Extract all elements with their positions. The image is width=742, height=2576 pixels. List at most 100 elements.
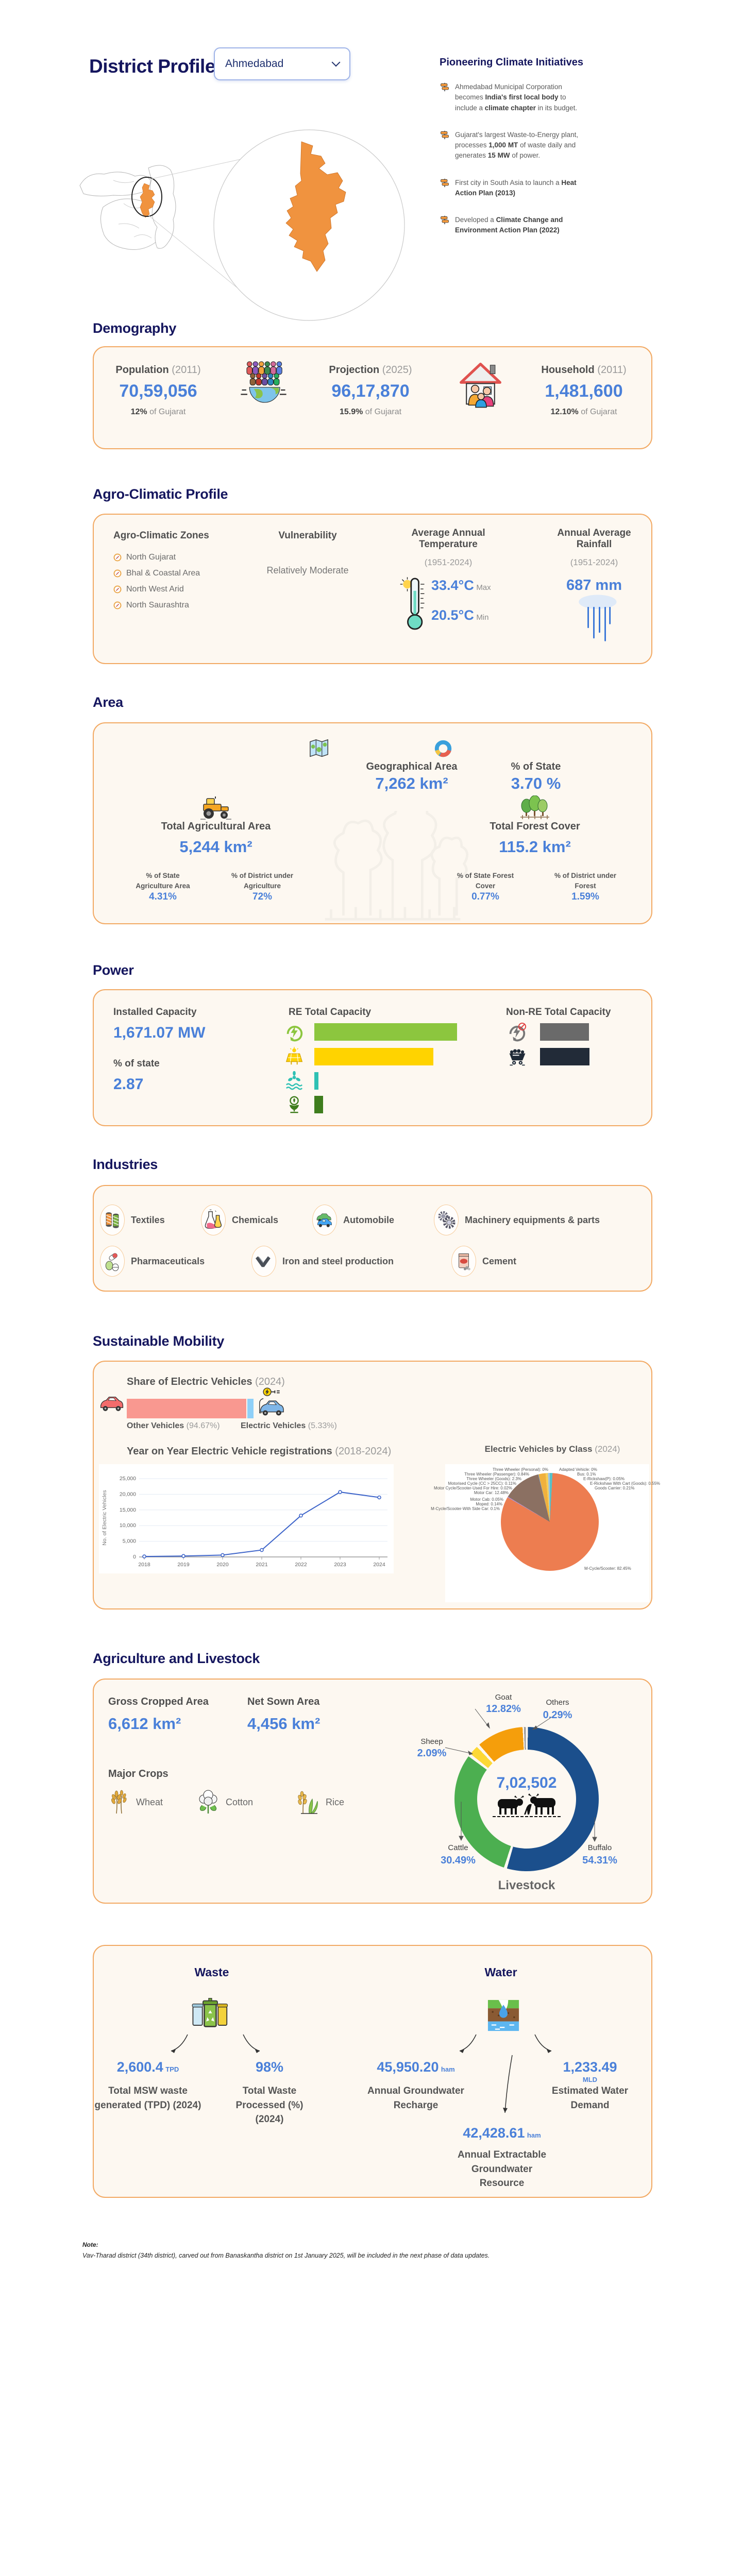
population-icon bbox=[241, 361, 286, 403]
installed-capacity-value: 1,671.07 MW bbox=[113, 1024, 206, 1041]
arrow-down-icon bbox=[503, 2055, 513, 2113]
rainfall-value: 687 mm bbox=[566, 577, 622, 594]
agri-sub1-value: 4.31% bbox=[149, 891, 177, 902]
donut-pct-others: 0.29% bbox=[543, 1709, 572, 1721]
other-vehicles-bar[interactable] bbox=[127, 1399, 246, 1418]
re-total-bar[interactable] bbox=[314, 1023, 457, 1041]
rainfall-title: Annual Average Rainfall bbox=[557, 528, 631, 550]
ev-line-chart[interactable]: 25,000 20,000 15,000 10,000 5,000 0 2018… bbox=[99, 1464, 394, 1573]
donut-label-sheep: Sheep bbox=[420, 1737, 443, 1746]
wind-hydro-bar[interactable] bbox=[314, 1072, 318, 1090]
industry-machinery: Machinery equipments & parts bbox=[434, 1205, 600, 1235]
pie-label: M-Cycle/Scooter: 82.45% bbox=[584, 1566, 631, 1571]
donut-label-cattle: Cattle bbox=[448, 1843, 468, 1852]
gears-icon bbox=[438, 1211, 456, 1229]
area-card: Geographical Area 7,262 km² % of State 3… bbox=[93, 722, 652, 924]
automobile-icon bbox=[316, 1213, 332, 1227]
geo-area-label: Geographical Area bbox=[366, 761, 458, 772]
donut-pct-buffalo: 54.31% bbox=[582, 1855, 617, 1866]
donut-pct-sheep: 2.09% bbox=[417, 1748, 447, 1759]
extractable-stat: 42,428.61 ham bbox=[463, 2125, 541, 2141]
livestock-label: Livestock bbox=[498, 1878, 555, 1892]
population-stat: Population (2011) 70,59,056 12% of Gujar… bbox=[115, 364, 201, 416]
agri-sub2-label: % of District under Agriculture bbox=[231, 872, 293, 890]
temperature-block: Average Annual Temperature (1951-2024) bbox=[394, 528, 502, 568]
vulnerability-value: Relatively Moderate bbox=[266, 565, 349, 575]
chemicals-icon bbox=[205, 1209, 222, 1229]
pie-label: Three Wheeler (Goods): 2.3% bbox=[466, 1477, 521, 1481]
livestock-total: 7,02,502 bbox=[496, 1774, 557, 1791]
signpost-icon bbox=[441, 215, 449, 225]
agriculture-card: Gross Cropped Area 6,612 km² Net Sown Ar… bbox=[93, 1679, 652, 1904]
renewable-energy-icon bbox=[286, 1025, 303, 1042]
climate-item: Gujarat's largest Waste-to-Energy plant,… bbox=[440, 130, 594, 161]
district-select[interactable]: Ahmedabad bbox=[214, 47, 350, 80]
section-heading-demography: Demography bbox=[93, 320, 177, 336]
temp-min: 20.5°C Min bbox=[431, 607, 489, 623]
agri-sub2-value: 72% bbox=[252, 891, 273, 902]
other-vehicles-label: Other Vehicles (94.67%) bbox=[127, 1421, 220, 1430]
recharge-label: Annual Groundwater Recharge bbox=[367, 2086, 464, 2111]
forest-sub1-label: % of State Forest Cover bbox=[457, 872, 514, 890]
zone-item: North Gujarat bbox=[113, 553, 209, 562]
crop-rice: Rice bbox=[296, 1790, 344, 1815]
donut-pct-cattle: 30.49% bbox=[441, 1855, 476, 1866]
forest-icon bbox=[520, 795, 549, 819]
household-stat: Household (2011) 1,481,600 12.10% of Guj… bbox=[541, 364, 627, 416]
district-select-value: Ahmedabad bbox=[225, 58, 284, 70]
compass-icon bbox=[113, 585, 122, 594]
pie-label: Goods Carrier: 0.21% bbox=[595, 1486, 635, 1490]
bio-bar[interactable] bbox=[314, 1096, 323, 1113]
agri-area-label: Total Agricultural Area bbox=[161, 821, 271, 832]
ev-class-pie-chart[interactable]: Three Wheeler (Personal): 0% Three Wheel… bbox=[431, 1464, 660, 1602]
rainfall-period: (1951-2024) bbox=[570, 557, 618, 567]
agri-area-value: 5,244 km² bbox=[179, 838, 252, 856]
svg-text:2018: 2018 bbox=[138, 1562, 150, 1568]
nonre-total-bar[interactable] bbox=[540, 1023, 589, 1041]
gross-cropped-value: 6,612 km² bbox=[108, 1715, 181, 1733]
pie-label: M-Cycle/Scooter-With Side Car: 0.1% bbox=[431, 1506, 500, 1511]
arrow-left-icon bbox=[459, 2034, 477, 2053]
arrow-left-icon bbox=[171, 2034, 188, 2053]
electric-vehicles-bar[interactable] bbox=[247, 1399, 254, 1418]
ev-class-pie[interactable] bbox=[501, 1473, 599, 1571]
solar-bar[interactable] bbox=[314, 1048, 433, 1065]
section-heading-mobility: Sustainable Mobility bbox=[93, 1333, 225, 1349]
svg-text:20,000: 20,000 bbox=[120, 1491, 136, 1497]
power-card: Installed Capacity 1,671.07 MW % of stat… bbox=[93, 989, 652, 1126]
district-map[interactable] bbox=[72, 118, 423, 335]
installed-capacity-label: Installed Capacity bbox=[113, 1007, 197, 1018]
net-sown-label: Net Sown Area bbox=[247, 1696, 320, 1707]
nonre-capacity-title: Non-RE Total Capacity bbox=[506, 1007, 611, 1018]
forest-watermark bbox=[325, 811, 468, 921]
line-chart-ylabel: No. of Electric Vehicles bbox=[102, 1490, 108, 1545]
wheat-icon bbox=[111, 1790, 127, 1814]
map-icon bbox=[310, 739, 328, 757]
groundwater-icon bbox=[487, 1999, 519, 2031]
coal-bar[interactable] bbox=[540, 1048, 589, 1065]
agri-sub1-label: % of State Agriculture Area bbox=[136, 872, 190, 890]
processed-label: Total Waste Processed (%) (2024) bbox=[235, 2086, 303, 2125]
msw-stat: 2,600.4 TPD bbox=[116, 2059, 179, 2075]
zone-item: North West Arid bbox=[113, 585, 209, 594]
forest-sub2-label: % of District under Forest bbox=[554, 872, 617, 890]
non-renewable-icon bbox=[509, 1022, 527, 1042]
livestock-donut-chart[interactable]: 7,02,502 bbox=[454, 1727, 599, 1871]
industry-cement: Cement bbox=[451, 1246, 516, 1277]
electric-vehicles-label: Electric Vehicles (5.33%) bbox=[241, 1421, 337, 1430]
tractor-icon bbox=[200, 796, 231, 820]
page-title: District Profile bbox=[89, 56, 215, 77]
hydro-icon bbox=[285, 1071, 303, 1090]
svg-text:2021: 2021 bbox=[256, 1562, 268, 1568]
extractable-label: Annual Extractable Groundwater Resource bbox=[457, 2149, 547, 2189]
vulnerability-title: Vulnerability bbox=[278, 530, 337, 541]
bioenergy-icon bbox=[289, 1096, 299, 1113]
temp-max: 33.4°C Max bbox=[431, 578, 491, 593]
industry-automobile: Automobile bbox=[312, 1205, 394, 1235]
state-share-value: 3.70 % bbox=[511, 774, 561, 792]
demography-card: Population (2011) 70,59,056 12% of Gujar… bbox=[93, 346, 652, 449]
forest-sub2-value: 1.59% bbox=[571, 891, 599, 902]
donut-label-buffalo: Buffalo bbox=[587, 1843, 612, 1852]
agro-zones-title: Agro-Climatic Zones bbox=[113, 530, 209, 541]
